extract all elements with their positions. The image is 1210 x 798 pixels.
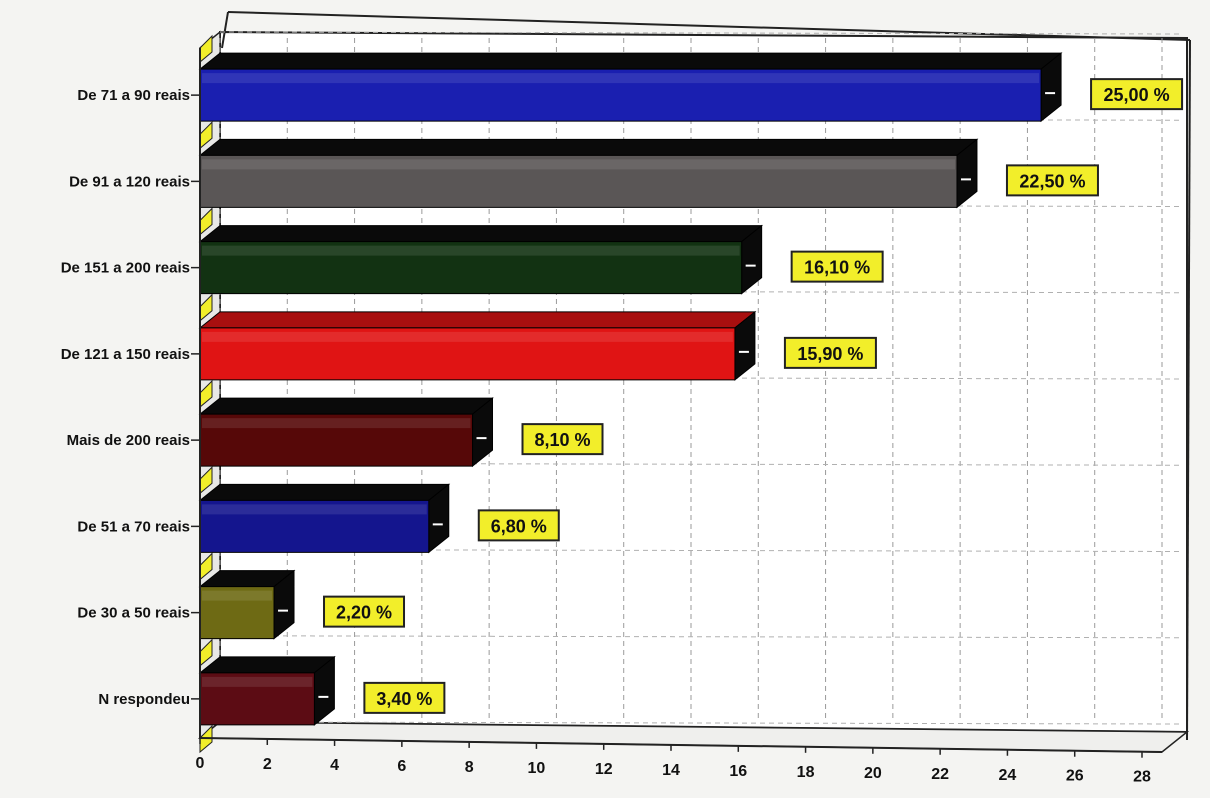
x-tick-label: 18 bbox=[797, 764, 815, 781]
category-label: Mais de 200 reais bbox=[67, 432, 190, 449]
bar-highlight bbox=[202, 590, 273, 601]
data-label: 22,50 % bbox=[960, 164, 1099, 197]
category-label: De 91 a 120 reais bbox=[69, 173, 190, 190]
bar-highlight bbox=[202, 245, 740, 256]
x-tick-label: 20 bbox=[864, 765, 882, 782]
x-tick-label: 2 bbox=[263, 756, 272, 773]
data-label-box bbox=[790, 250, 884, 283]
data-label: 25,00 % bbox=[1045, 78, 1184, 111]
x-tick-label: 28 bbox=[1133, 769, 1151, 786]
bar-highlight bbox=[202, 676, 313, 687]
top-edge bbox=[227, 11, 1191, 41]
data-label: 6,80 % bbox=[432, 509, 560, 542]
data-label: 3,40 % bbox=[318, 681, 446, 714]
bar-group bbox=[198, 310, 757, 381]
x-tick-label: 16 bbox=[729, 763, 747, 780]
x-tick-label: 14 bbox=[662, 762, 680, 779]
bar-highlight bbox=[202, 73, 1040, 84]
grid-line-y bbox=[219, 721, 1183, 725]
x-axis-line bbox=[199, 737, 1163, 753]
x-tick-label: 26 bbox=[1066, 768, 1084, 785]
data-label-box bbox=[1005, 164, 1099, 197]
bar-group bbox=[198, 138, 979, 209]
category-label: De 71 a 90 reais bbox=[77, 87, 190, 104]
data-label-box bbox=[323, 595, 406, 628]
data-label: 16,10 % bbox=[745, 250, 884, 283]
bar-group bbox=[198, 397, 494, 468]
data-label-box bbox=[477, 509, 560, 542]
data-label-text: 22,50 % bbox=[1019, 171, 1085, 191]
data-label-text: 15,90 % bbox=[797, 344, 863, 364]
bar-top bbox=[198, 311, 757, 329]
x-tick-label: 10 bbox=[528, 760, 546, 777]
data-label-text: 2,20 % bbox=[336, 603, 392, 623]
x-tick-label: 6 bbox=[397, 758, 406, 775]
data-label-box bbox=[1090, 78, 1184, 111]
bar-top bbox=[198, 483, 451, 501]
grid-line-y bbox=[219, 549, 1183, 552]
category-label: De 51 a 70 reais bbox=[77, 518, 190, 535]
data-label-text: 3,40 % bbox=[376, 689, 432, 709]
data-labels: 25,00 % 22,50 % 16,10 % 15,90 % 8,10 % 6,80 %… bbox=[278, 78, 1184, 714]
category-axis: De 71 a 90 reais De 91 a 120 reais De 151 … bbox=[61, 48, 201, 738]
data-label: 15,90 % bbox=[738, 336, 877, 369]
data-label: 8,10 % bbox=[476, 423, 604, 456]
grid-line-y bbox=[219, 462, 1183, 466]
data-label-text: 25,00 % bbox=[1104, 85, 1170, 105]
data-label: 2,20 % bbox=[278, 595, 406, 628]
bar-highlight bbox=[202, 418, 471, 429]
category-label: De 121 a 150 reais bbox=[61, 346, 190, 363]
bar-group bbox=[198, 483, 451, 554]
x-tick-label: 0 bbox=[196, 755, 205, 772]
x-tick-label: 24 bbox=[999, 767, 1017, 784]
x-axis-ticks: 0 2 4 6 8 10 12 14 16 18 20 22 24 26 28 bbox=[196, 737, 1163, 786]
bar-highlight bbox=[202, 159, 955, 170]
data-label-text: 16,10 % bbox=[804, 258, 870, 278]
data-label-text: 6,80 % bbox=[491, 516, 547, 536]
category-label: De 30 a 50 reais bbox=[77, 605, 190, 622]
plot-frame bbox=[197, 11, 1191, 754]
bar-highlight bbox=[202, 504, 427, 515]
bar-top bbox=[198, 397, 494, 415]
data-label-box bbox=[521, 423, 604, 456]
x-tick-label: 22 bbox=[931, 766, 949, 783]
category-label: De 151 a 200 reais bbox=[61, 260, 190, 277]
bar-group bbox=[198, 655, 336, 726]
category-label: N respondeu bbox=[98, 691, 190, 708]
bar-top bbox=[198, 656, 336, 674]
bar-group bbox=[198, 569, 296, 640]
x-tick-label: 8 bbox=[465, 759, 474, 776]
bar-top bbox=[198, 52, 1063, 70]
data-label-text: 8,10 % bbox=[534, 430, 590, 450]
bar-group bbox=[198, 224, 764, 295]
bar-group bbox=[198, 52, 1063, 123]
right-edge bbox=[1186, 39, 1191, 741]
bars bbox=[198, 52, 1063, 726]
data-label-box bbox=[363, 681, 446, 714]
grid-line-y bbox=[219, 31, 1183, 35]
grid-line-y bbox=[219, 635, 1183, 639]
bar-highlight bbox=[202, 331, 733, 342]
bar-top bbox=[198, 225, 764, 243]
x-tick-label: 12 bbox=[595, 761, 613, 778]
x-tick-label: 4 bbox=[330, 757, 339, 774]
top-left-edge bbox=[221, 11, 229, 49]
bar-top bbox=[198, 138, 979, 156]
data-label-box bbox=[783, 336, 877, 369]
